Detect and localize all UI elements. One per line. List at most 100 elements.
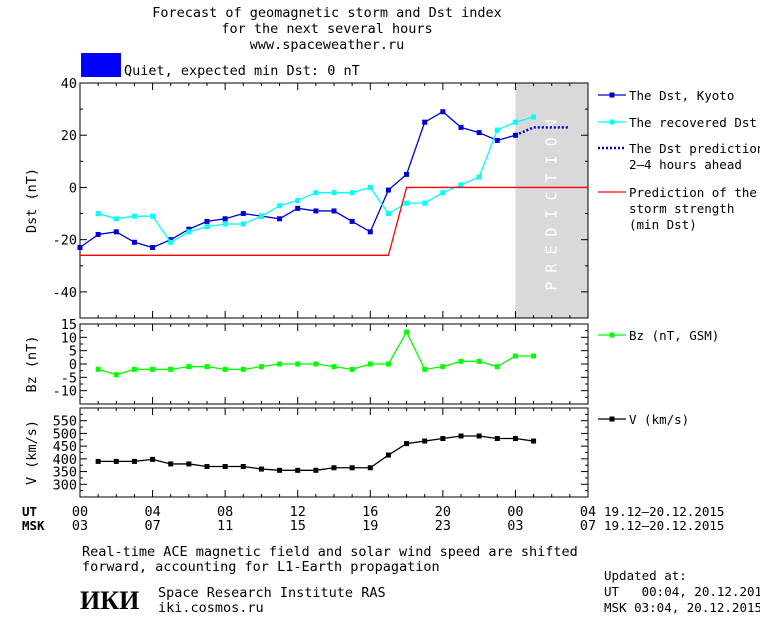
iki-logo: ИКИ (80, 586, 139, 615)
y-tick-label: -10 (53, 384, 77, 400)
data-point (313, 208, 319, 214)
data-point (512, 436, 518, 442)
y-tick-label: 5 (69, 344, 77, 360)
series-line-0-3 (80, 186, 588, 256)
data-point (204, 218, 210, 224)
data-point (458, 433, 464, 439)
data-point (204, 364, 210, 370)
plot-frame (79, 82, 589, 319)
data-point (349, 190, 355, 196)
data-point (222, 463, 228, 469)
data-point (385, 361, 391, 367)
data-point (440, 190, 446, 196)
data-point (168, 237, 174, 243)
data-point (531, 353, 537, 359)
data-point (277, 203, 283, 209)
data-point (349, 366, 355, 372)
data-point (349, 218, 355, 224)
ut-label: UT (22, 504, 37, 519)
data-point (476, 433, 482, 439)
ut-tick-label: 00 (507, 504, 523, 520)
data-point (113, 229, 119, 235)
data-point (422, 119, 428, 125)
data-point (531, 114, 537, 120)
data-point (168, 461, 174, 467)
data-point (404, 171, 410, 177)
y-axis-label: Bz (nT) (24, 336, 40, 393)
data-point (440, 109, 446, 115)
prediction-region (515, 83, 588, 318)
data-point (331, 465, 337, 471)
panel-0: PREDICTION -40 -20 0 20 40 Dst (nT) (24, 76, 589, 319)
y-tick-label: 350 (53, 465, 77, 481)
data-point (150, 456, 156, 462)
msk-tick-label: 11 (217, 518, 233, 534)
legend-label: The Dst, Kyoto (629, 88, 734, 103)
updated-msk: MSK 03:04, 20.12.2015 (604, 600, 760, 615)
msk-tick-label: 07 (144, 518, 160, 534)
title-line-3: www.spaceweather.ru (250, 37, 404, 53)
data-point (186, 461, 192, 467)
status-text: Quiet, expected min Dst: 0 nT (124, 63, 360, 79)
ut-tick-label: 08 (217, 504, 233, 520)
data-point (331, 364, 337, 370)
data-point (295, 467, 301, 473)
data-point (150, 245, 156, 250)
data-point (385, 211, 391, 217)
y-tick-label: 500 (53, 426, 77, 442)
data-point (222, 366, 228, 372)
data-point (95, 231, 101, 237)
data-point (404, 329, 410, 335)
data-point (494, 436, 500, 442)
y-tick-label: -5 (61, 370, 77, 386)
data-point (313, 361, 319, 367)
data-point (222, 216, 228, 222)
legend-label: Prediction of the (629, 185, 757, 200)
legend-label: The Dst prediction (629, 141, 760, 156)
data-point (531, 438, 537, 444)
legend-entry: The Dst, Kyoto (598, 88, 734, 103)
legend-label: The recovered Dst (629, 115, 757, 130)
data-point (385, 187, 391, 193)
y-tick-label: 10 (61, 330, 77, 346)
series-line-0-2 (514, 126, 570, 137)
data-point (313, 190, 319, 196)
data-point (331, 190, 337, 196)
data-point (367, 184, 373, 190)
y-axis-label: Dst (nT) (24, 168, 40, 233)
data-point (349, 465, 355, 471)
updated-ut: UT 00:04, 20.12.2015 (604, 584, 760, 599)
footer-note-line-1: Real-time ACE magnetic field and solar w… (82, 544, 578, 560)
msk-tick-label: 23 (435, 518, 451, 534)
data-point (422, 366, 428, 372)
legend-label: 2–4 hours ahead (629, 157, 742, 172)
y-tick-label: 20 (61, 128, 77, 144)
series-line-1-0 (97, 330, 534, 376)
series-line-0-0 (79, 110, 516, 249)
data-point (131, 239, 137, 245)
msk-tick-label: 19 (362, 518, 378, 534)
y-axis-label: V (km/s) (24, 420, 40, 485)
data-point (240, 221, 246, 227)
data-point (331, 208, 337, 214)
ut-tick-label: 04 (144, 504, 160, 520)
data-point (77, 245, 83, 250)
y-tick-label: 300 (53, 477, 77, 493)
legend-marker (609, 119, 615, 125)
data-point (277, 216, 283, 222)
y-tick-label: 450 (53, 439, 77, 455)
data-point (258, 213, 264, 219)
data-point (404, 441, 410, 447)
status-color-box (81, 53, 121, 77)
data-point (367, 361, 373, 367)
data-point (422, 438, 428, 444)
data-point (240, 211, 246, 217)
data-point (385, 452, 391, 458)
legend-marker (609, 92, 615, 98)
data-point (150, 213, 156, 219)
y-tick-label: 0 (69, 180, 77, 196)
series-line-0-1 (97, 116, 534, 244)
legend-marker (609, 416, 615, 422)
